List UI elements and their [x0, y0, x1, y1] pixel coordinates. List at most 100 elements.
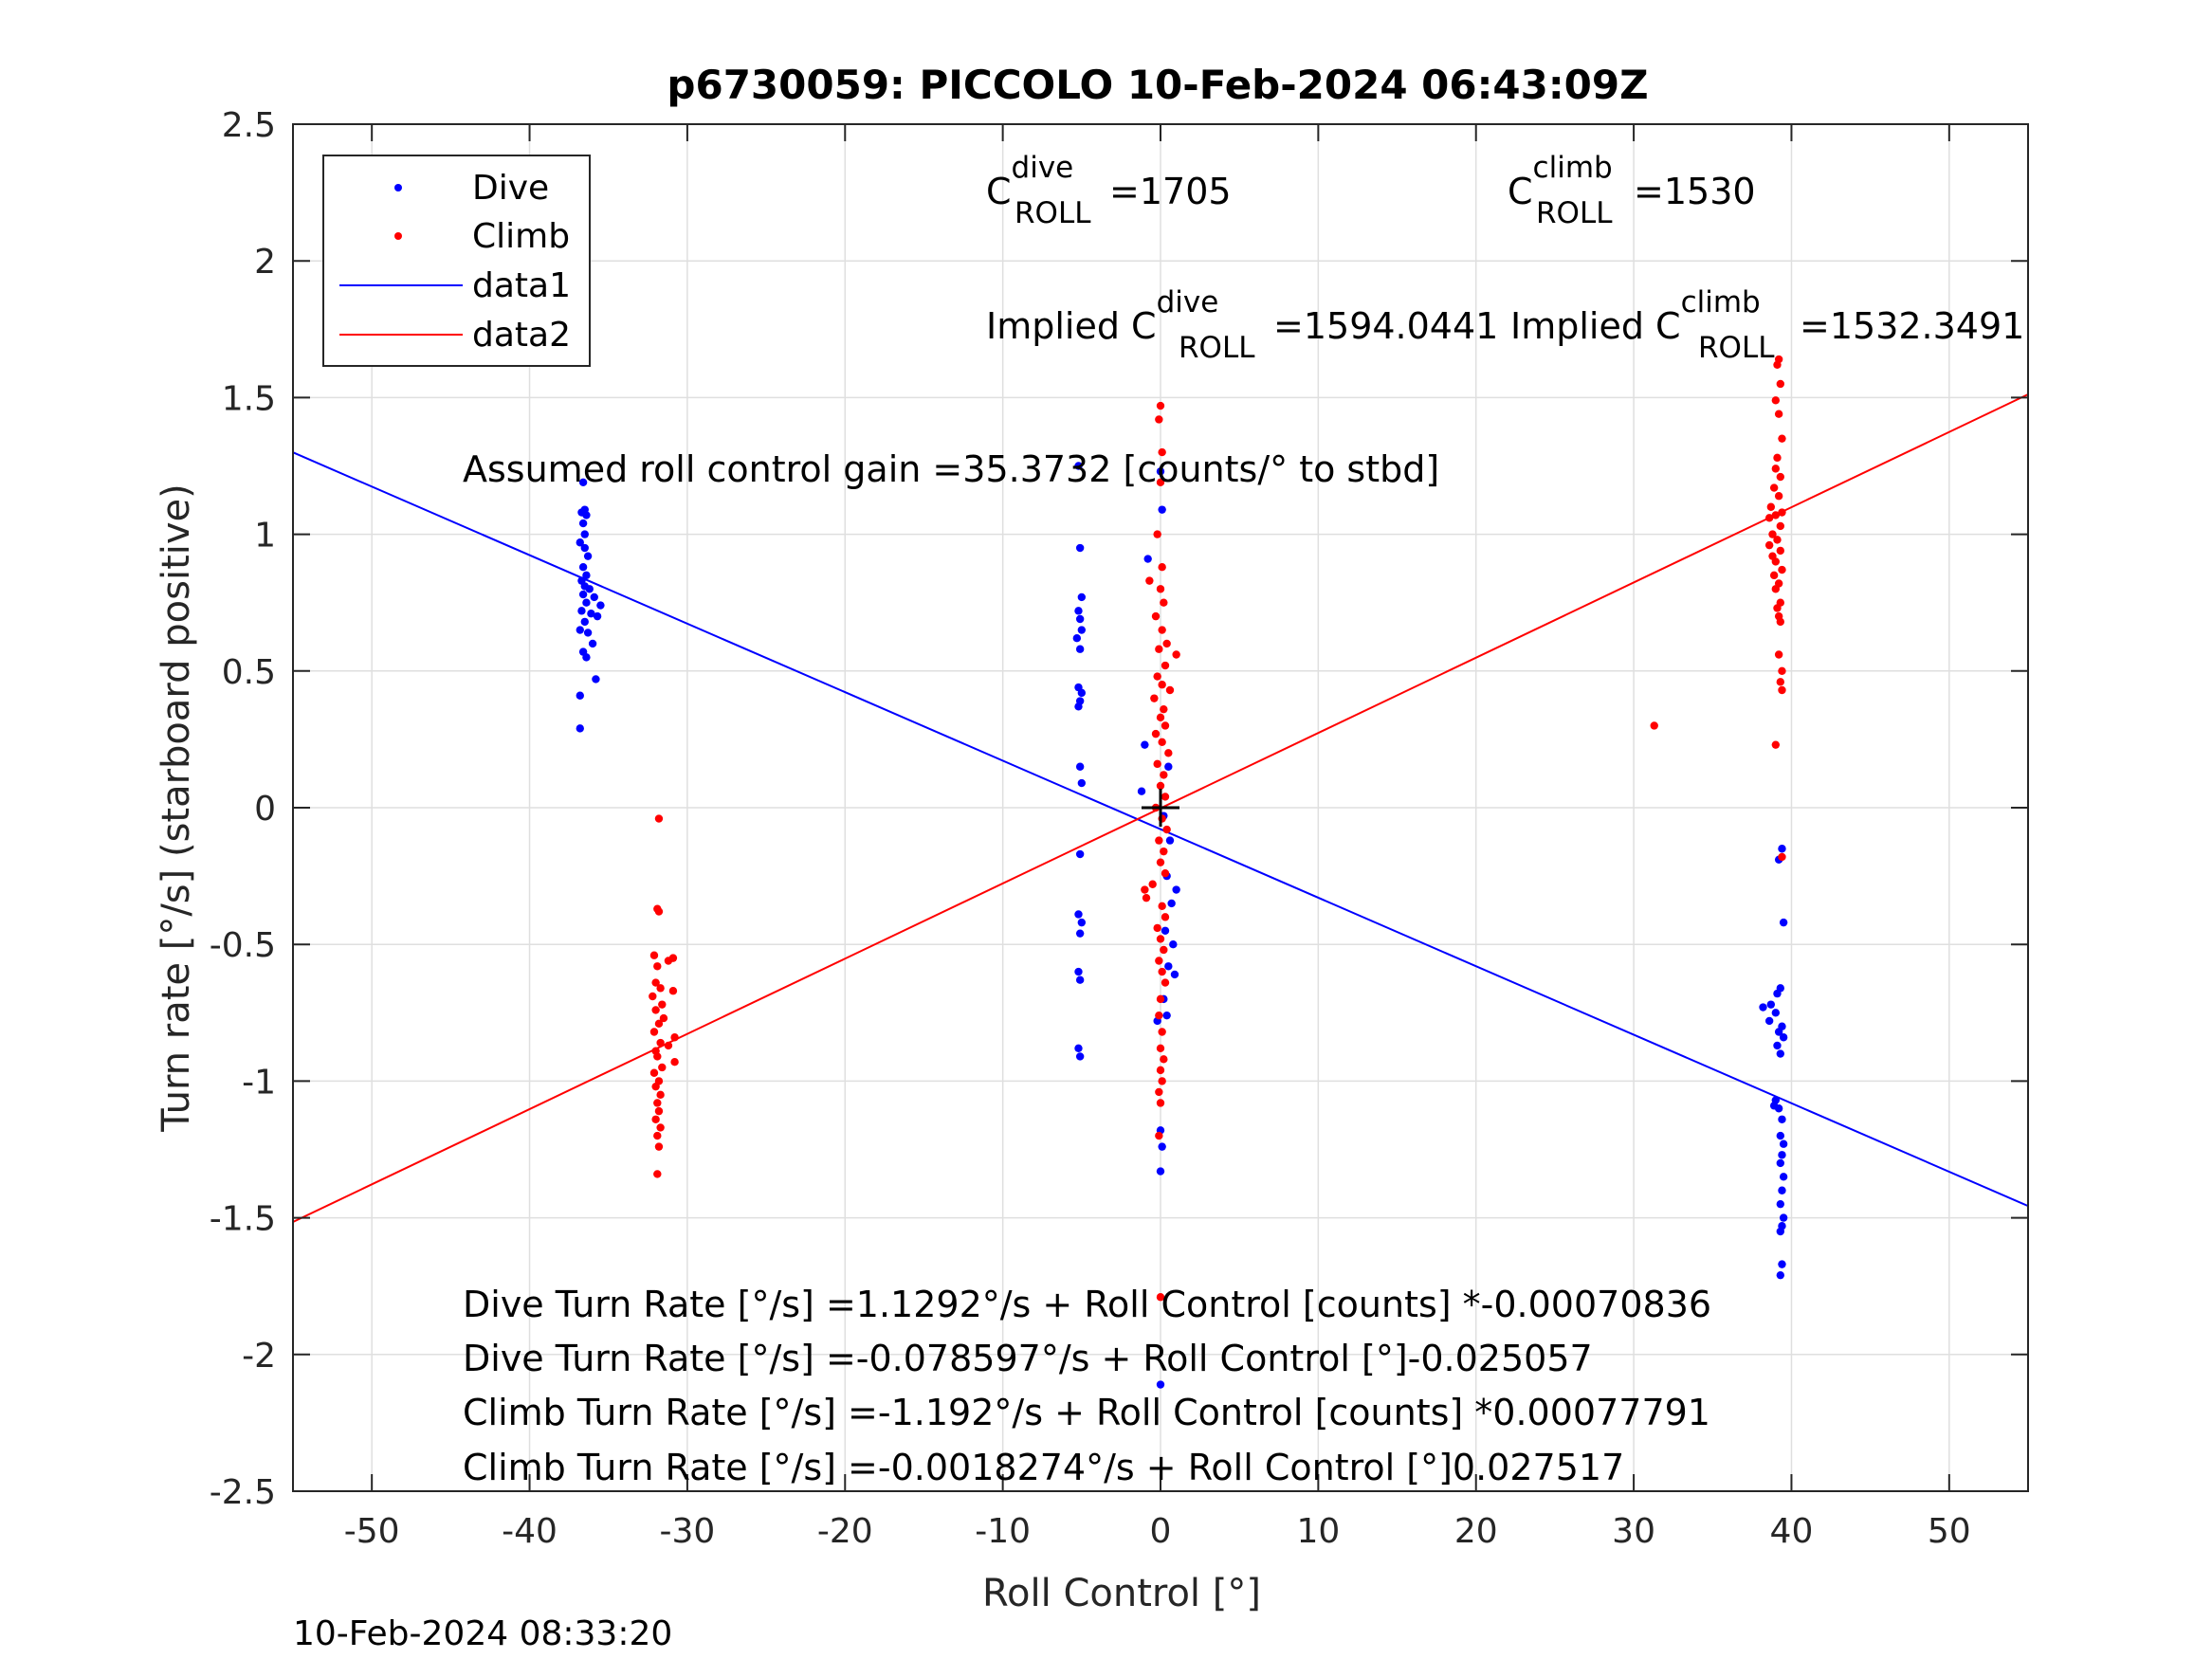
- climb-point: [1145, 576, 1154, 585]
- c-dive-base: C: [986, 171, 1012, 212]
- climb-point: [1156, 585, 1165, 593]
- dive-point: [1156, 467, 1165, 476]
- climb-point: [1771, 740, 1781, 749]
- legend: Dive Climb data1 data2: [322, 155, 591, 367]
- climb-point: [654, 814, 664, 823]
- c-climb-sup: climb: [1533, 151, 1613, 185]
- climb-point: [1155, 836, 1163, 845]
- climb-point: [1778, 508, 1786, 517]
- climb-point: [656, 984, 665, 993]
- implied-dive-sub: ROLL: [1179, 331, 1255, 365]
- climb-point: [1160, 945, 1168, 955]
- climb-point: [1148, 880, 1157, 888]
- y-tick-label: -1.5: [210, 1200, 276, 1239]
- climb-point: [1156, 713, 1165, 722]
- climb-point: [654, 1019, 664, 1029]
- dive-point: [576, 538, 584, 547]
- climb-point: [1153, 759, 1161, 769]
- dive-point: [576, 724, 584, 733]
- dive-point: [1776, 1270, 1785, 1280]
- dive-point: [582, 511, 591, 520]
- y-tick-label: 2: [254, 243, 276, 282]
- gain-annotation: Assumed roll control gain =35.3732 [coun…: [463, 448, 1439, 490]
- climb-point: [1776, 546, 1785, 556]
- climb-point: [1773, 453, 1782, 463]
- dive-point: [1172, 885, 1180, 894]
- dive-point: [1164, 962, 1173, 971]
- climb-point: [1156, 858, 1165, 866]
- climb-point: [1161, 869, 1170, 878]
- dive-point: [1077, 918, 1087, 927]
- dive-point: [1075, 975, 1085, 984]
- climb-point: [1161, 721, 1170, 730]
- dive-point: [1075, 614, 1085, 624]
- climb-point: [1769, 483, 1779, 492]
- dive-point: [580, 543, 589, 553]
- dive-point: [1165, 836, 1175, 845]
- climb-point: [1155, 645, 1163, 653]
- implied-dive-prefix: Implied C: [986, 305, 1157, 347]
- climb-point: [1162, 639, 1171, 648]
- x-tick-label: -30: [660, 1512, 716, 1551]
- dive-point: [1773, 1041, 1782, 1050]
- climb-point: [653, 1052, 662, 1061]
- dive-point: [1764, 1016, 1774, 1026]
- implied-dive-annotation: Implied Cdive ROLL =1594.0441: [986, 285, 1498, 365]
- climb-point: [1162, 825, 1171, 834]
- climb-point: [1155, 415, 1163, 424]
- climb-point: [1155, 1011, 1163, 1020]
- climb-point: [1160, 771, 1168, 779]
- dive-point: [1778, 1186, 1786, 1194]
- legend-data2-label: data2: [472, 316, 571, 355]
- dive-point: [583, 552, 593, 560]
- climb-point: [1774, 650, 1783, 659]
- climb-point: [1773, 604, 1782, 612]
- dive-point: [1074, 910, 1083, 919]
- climb-point: [1773, 536, 1782, 544]
- climb-point: [658, 1000, 667, 1009]
- climb-point: [654, 1106, 664, 1116]
- implied-climb-prefix: Implied C: [1510, 305, 1681, 347]
- y-tick-label: 1: [254, 517, 276, 556]
- c-dive-annotation: Cdive ROLL =1705: [986, 151, 1232, 230]
- climb-point: [653, 1170, 662, 1178]
- climb-point: [659, 1013, 668, 1023]
- climb-point: [1776, 472, 1785, 482]
- implied-dive-value: =1594.0441: [1273, 305, 1498, 347]
- dive-point: [580, 530, 589, 538]
- dive-point: [577, 607, 586, 615]
- dive-point: [1779, 1213, 1788, 1222]
- climb-point: [1141, 885, 1149, 894]
- dive-point: [578, 519, 588, 528]
- climb-point: [1156, 1044, 1165, 1052]
- dive-point: [578, 478, 588, 487]
- y-tick-label: 0.5: [222, 653, 276, 692]
- tick-labels: -50 -40 -30 -20 -10 0 10 20 30 40 50-2.5-2-1.5-1-0…: [210, 106, 1971, 1551]
- dive-point: [1075, 762, 1085, 771]
- climb-point: [1164, 749, 1173, 757]
- legend-data1-label: data1: [472, 266, 571, 305]
- climb-point: [1764, 514, 1774, 522]
- dive-point: [590, 592, 598, 602]
- climb-point: [1172, 650, 1180, 659]
- dive-point: [593, 611, 602, 621]
- dive-point: [580, 617, 589, 627]
- dive-point: [582, 598, 591, 607]
- tick-marks: [293, 123, 2028, 1492]
- climb-point: [651, 1082, 660, 1091]
- climb-point: [649, 1068, 659, 1077]
- climb-point: [1142, 893, 1151, 902]
- equation-climb-counts: Climb Turn Rate [°/s] =-1.192°/s + Roll …: [463, 1392, 1710, 1433]
- climb-point: [1156, 994, 1165, 1004]
- dive-point: [1778, 1115, 1786, 1123]
- climb-point: [1774, 410, 1783, 418]
- climb-point: [1156, 781, 1165, 791]
- dive-point: [1759, 1003, 1767, 1012]
- x-tick-label: 30: [1612, 1512, 1655, 1551]
- y-tick-label: -0.5: [210, 926, 276, 965]
- c-climb-value: =1530: [1634, 171, 1756, 212]
- dive-point: [1776, 1158, 1785, 1168]
- dive-point: [582, 571, 591, 580]
- dive-point: [1075, 1052, 1085, 1061]
- x-tick-label: -40: [502, 1512, 558, 1551]
